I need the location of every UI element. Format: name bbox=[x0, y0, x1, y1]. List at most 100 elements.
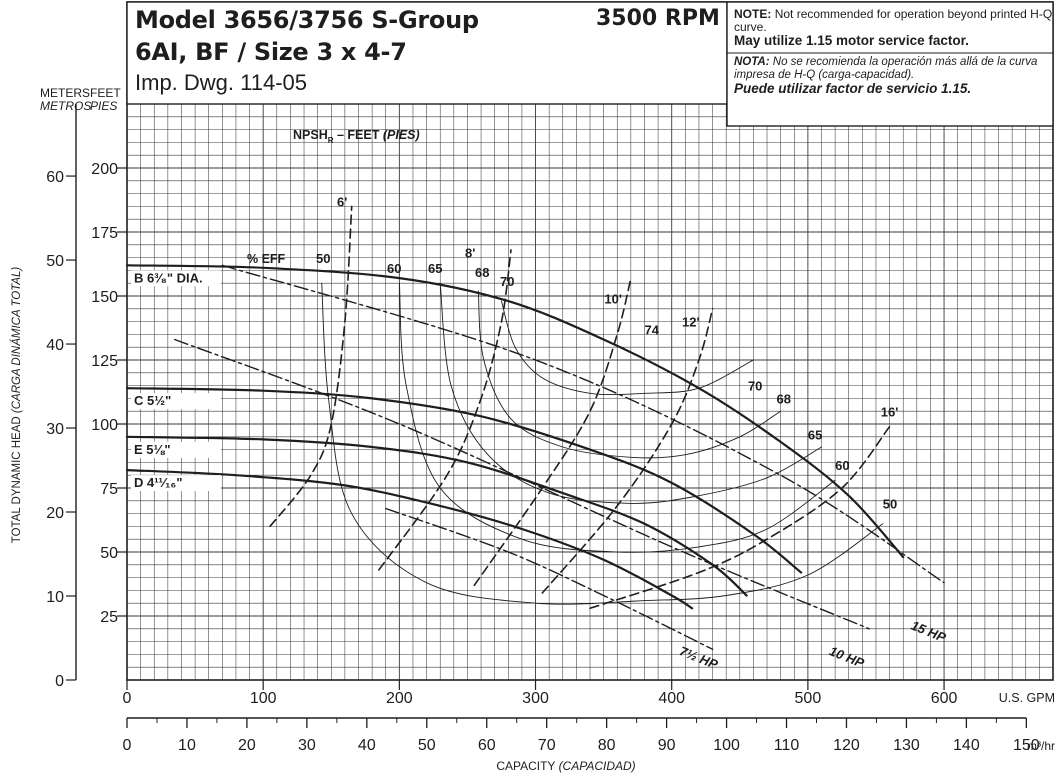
npsh-11-label: 8' bbox=[465, 246, 475, 261]
horsepower-17-curve bbox=[385, 507, 714, 650]
gpm-unit-label: U.S. GPM bbox=[999, 691, 1055, 705]
npsh-14-curve bbox=[589, 425, 891, 610]
efficiency-header-label: % EFF bbox=[247, 252, 286, 266]
horsepower-16-label: 10 HP bbox=[827, 643, 866, 671]
impeller-2-curve bbox=[125, 435, 748, 597]
efficiency-4-label: 50 bbox=[883, 496, 897, 511]
feet-tick-label: 200 bbox=[91, 161, 118, 178]
m3-tick-label: 20 bbox=[238, 737, 256, 754]
note-en-label: NOTE: bbox=[734, 7, 772, 21]
note-es-label: NOTA: bbox=[734, 56, 770, 68]
note-spanish: NOTA: No se recomienda la operación más … bbox=[734, 56, 1054, 97]
meters-header-italic: METROS bbox=[40, 99, 91, 113]
m3-tick-label: 130 bbox=[893, 737, 920, 754]
size-title: 6AI, BF / Size 3 x 4-7 bbox=[135, 38, 407, 66]
meters-tick-label: 0 bbox=[55, 673, 64, 690]
npsh-10-label: 6' bbox=[337, 194, 347, 209]
impeller-1-label-bg bbox=[131, 393, 221, 410]
m3-tick-label: 40 bbox=[358, 737, 376, 754]
m3-tick-label: 80 bbox=[598, 737, 616, 754]
note-box bbox=[726, 1, 1054, 127]
impeller-0-label: B 6³⁄₈" DIA. bbox=[134, 270, 203, 285]
npsh-12-curve bbox=[473, 277, 632, 587]
efficiency-50-top-label: 50 bbox=[316, 251, 330, 266]
m3-tick-label: 0 bbox=[123, 737, 132, 754]
gpm-tick-label: 500 bbox=[795, 690, 822, 707]
y-axis-label-italic: (CARGA DINÁMICA TOTAL) bbox=[10, 267, 23, 413]
m3-tick-label: 60 bbox=[478, 737, 496, 754]
title-box bbox=[126, 1, 728, 105]
note-en-text: Not recommended for operation beyond pri… bbox=[734, 7, 1053, 34]
m3-tick-label: 120 bbox=[833, 737, 860, 754]
efficiency-65-top-label: 65 bbox=[428, 261, 442, 276]
meters-tick-label: 60 bbox=[46, 169, 64, 186]
feet-tick-label: 50 bbox=[100, 545, 118, 562]
efficiency-6-curve bbox=[439, 282, 822, 504]
note-en-bold: May utilize 1.15 motor service factor. bbox=[734, 33, 969, 48]
chart-frame bbox=[126, 1, 1054, 681]
feet-tick-label: 75 bbox=[100, 481, 118, 498]
gpm-tick-label: 300 bbox=[522, 690, 549, 707]
m3-tick-label: 50 bbox=[418, 737, 436, 754]
x-axis-label-main: CAPACITY bbox=[496, 759, 558, 773]
gpm-tick-label: 100 bbox=[250, 690, 277, 707]
efficiency-8-label: 70 bbox=[748, 379, 762, 394]
efficiency-8-curve bbox=[501, 300, 754, 396]
efficiency-68-top-label: 68 bbox=[475, 265, 489, 280]
horsepower-16-curve bbox=[174, 338, 870, 630]
npsh-title-rest: – FEET bbox=[334, 128, 383, 142]
rpm-label: 3500 RPM bbox=[596, 6, 720, 31]
horsepower-15-curve bbox=[221, 264, 945, 584]
gpm-tick-label: 200 bbox=[386, 690, 413, 707]
efficiency-5-label: 60 bbox=[835, 458, 849, 473]
meters-tick-label: 30 bbox=[46, 421, 64, 438]
drawing-number: Imp. Dwg. 114-05 bbox=[135, 70, 308, 95]
grid bbox=[127, 104, 1053, 680]
m3-tick-label: 100 bbox=[713, 737, 740, 754]
efficiency-60-top-label: 60 bbox=[387, 261, 401, 276]
meters-header: METERS bbox=[40, 86, 90, 100]
axes: FEETPIESMETERSMETROS25507510012515017520… bbox=[10, 86, 1055, 773]
impeller-3-label-bg bbox=[131, 475, 221, 492]
m3-tick-label: 90 bbox=[658, 737, 676, 754]
m3-tick-label: 10 bbox=[178, 737, 196, 754]
y-axis-label: TOTAL DYNAMIC HEAD (CARGA DINÁMICA TOTAL… bbox=[10, 267, 23, 544]
m3-tick-label: 140 bbox=[953, 737, 980, 754]
model-title: Model 3656/3756 S-Group bbox=[135, 6, 479, 34]
efficiency-7-label: 68 bbox=[777, 392, 791, 407]
meters-tick-label: 50 bbox=[46, 253, 64, 270]
feet-tick-label: 175 bbox=[91, 225, 118, 242]
efficiency-7-curve bbox=[477, 290, 782, 459]
efficiency-70-top-label: 70 bbox=[500, 274, 514, 289]
npsh-13-curve bbox=[541, 308, 714, 594]
meters-tick-label: 20 bbox=[46, 505, 64, 522]
npsh-title: NPSHR – FEET (PIES) bbox=[293, 128, 420, 145]
impeller-2-label: E 5⅛" bbox=[134, 442, 171, 457]
feet-tick-label: 25 bbox=[100, 609, 118, 626]
meters-tick-label: 10 bbox=[46, 589, 64, 606]
note-es-text: No se recomienda la operación más allá d… bbox=[734, 56, 1038, 81]
efficiency-4-curve bbox=[321, 282, 884, 605]
m3-tick-label: 110 bbox=[774, 737, 800, 754]
efficiency-9-label: 74 bbox=[644, 322, 659, 337]
horsepower-15-label: 15 HP bbox=[909, 618, 948, 646]
m3-unit-label: m³/hr bbox=[1027, 739, 1055, 753]
impeller-0-curve bbox=[125, 264, 905, 559]
gpm-tick-label: 0 bbox=[123, 690, 132, 707]
npsh-10-curve bbox=[269, 205, 353, 528]
impeller-3-label: D 4¹¹⁄₁₆" bbox=[134, 475, 183, 490]
feet-header-italic: PIES bbox=[90, 99, 117, 113]
impeller-1-label: C 5½" bbox=[134, 393, 171, 408]
note-english: NOTE: Not recommended for operation beyo… bbox=[734, 8, 1054, 48]
npsh-11-curve bbox=[378, 249, 512, 571]
x-axis-label: CAPACITY (CAPACIDAD) bbox=[496, 759, 635, 773]
impeller-2-label-bg bbox=[131, 441, 221, 458]
impeller-3-curve bbox=[125, 469, 694, 610]
m3-tick-label: 70 bbox=[538, 737, 556, 754]
npsh-12-label: 10' bbox=[604, 292, 622, 307]
npsh-title-main: NPSH bbox=[293, 128, 328, 142]
npsh-title-sub: R bbox=[328, 136, 334, 145]
curves bbox=[125, 205, 945, 650]
gpm-tick-label: 600 bbox=[931, 690, 958, 707]
efficiency-6-label: 65 bbox=[808, 427, 822, 442]
